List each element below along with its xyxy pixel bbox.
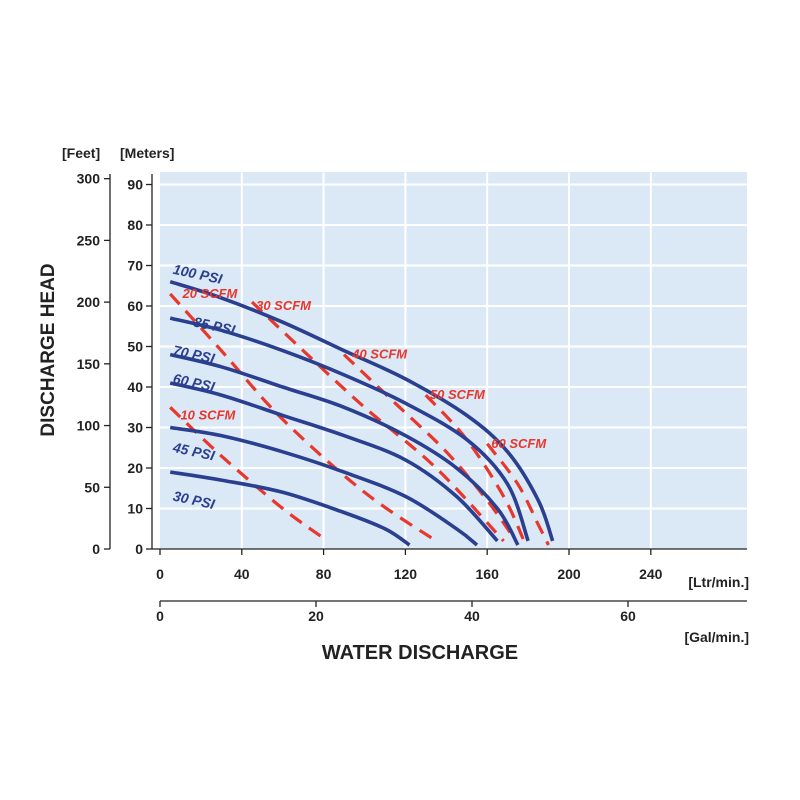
meters-tick-label: 50 (127, 339, 143, 355)
series-label-30-scfm: 30 SCFM (256, 298, 312, 313)
series-line-30-psi (169, 470, 411, 547)
meters-tick-label: 70 (127, 258, 143, 274)
ltr-tick-label: 160 (476, 566, 500, 582)
feet-tick-label: 100 (77, 418, 101, 434)
y-units-right: [Meters] (120, 145, 174, 161)
meters-tick-label: 40 (127, 379, 143, 395)
ltr-tick-label: 80 (316, 566, 332, 582)
series-line-60-scfm (485, 442, 550, 546)
series-label-20-scfm: 20 SCFM (181, 286, 238, 301)
ltr-tick-label: 40 (234, 566, 250, 582)
x-units-secondary: [Gal/min.] (684, 629, 749, 645)
series-label-60-scfm: 60 SCFM (491, 436, 547, 451)
ltr-tick-label: 120 (394, 566, 418, 582)
x-units-primary: [Ltr/min.] (688, 574, 749, 590)
meters-tick-label: 30 (127, 420, 143, 436)
gal-tick-label: 60 (620, 608, 636, 624)
ltr-tick-label: 0 (156, 566, 164, 582)
series-line-70-psi (169, 352, 520, 546)
series-line-100-psi (169, 279, 555, 542)
series-label-40-scfm: 40 SCFM (351, 347, 408, 362)
feet-tick-label: 300 (77, 171, 101, 187)
ltr-tick-label: 200 (557, 566, 581, 582)
feet-tick-label: 50 (84, 479, 100, 495)
series-line-30-scfm (250, 300, 505, 542)
series-line-20-scfm (169, 292, 437, 543)
series-label-50-scfm: 50 SCFM (430, 387, 486, 402)
feet-tick-label: 200 (77, 294, 101, 310)
y-axis-title: DISCHARGE HEAD (38, 263, 59, 436)
meters-tick-label: 20 (127, 460, 143, 476)
gal-tick-label: 0 (156, 608, 164, 624)
y-units-left: [Feet] (62, 145, 100, 161)
series-line-45-psi (169, 425, 479, 547)
x-axis-title: WATER DISCHARGE (322, 642, 518, 664)
feet-tick-label: 250 (77, 232, 101, 248)
series-line-50-scfm (424, 394, 526, 542)
meters-tick-label: 10 (127, 501, 143, 517)
ltr-tick-label: 240 (639, 566, 663, 582)
feet-tick-label: 0 (92, 541, 100, 557)
series-line-60-psi (169, 381, 499, 543)
meters-tick-label: 90 (127, 177, 143, 193)
meters-tick-label: 60 (127, 298, 143, 314)
gal-tick-label: 40 (464, 608, 480, 624)
series-line-85-psi (169, 316, 530, 542)
series-label-10-scfm: 10 SCFM (180, 407, 236, 422)
meters-ticks: 0 10 20 30 40 50 60 70 80 90 (127, 177, 152, 557)
series-layer (169, 279, 555, 547)
ltr-ticks: 0 40 80 120 160 200 240 (156, 549, 663, 582)
grid-lines (160, 172, 747, 549)
gal-ticks: 0 20 40 60 (156, 601, 636, 624)
series-line-40-scfm (342, 353, 518, 542)
meters-tick-label: 0 (135, 541, 143, 557)
series-line-10-scfm (169, 406, 329, 543)
gal-tick-label: 20 (308, 608, 324, 624)
feet-ticks: 0 50 100 150 200 250 300 (77, 171, 110, 557)
feet-tick-label: 150 (77, 356, 101, 372)
meters-tick-label: 80 (127, 217, 143, 233)
